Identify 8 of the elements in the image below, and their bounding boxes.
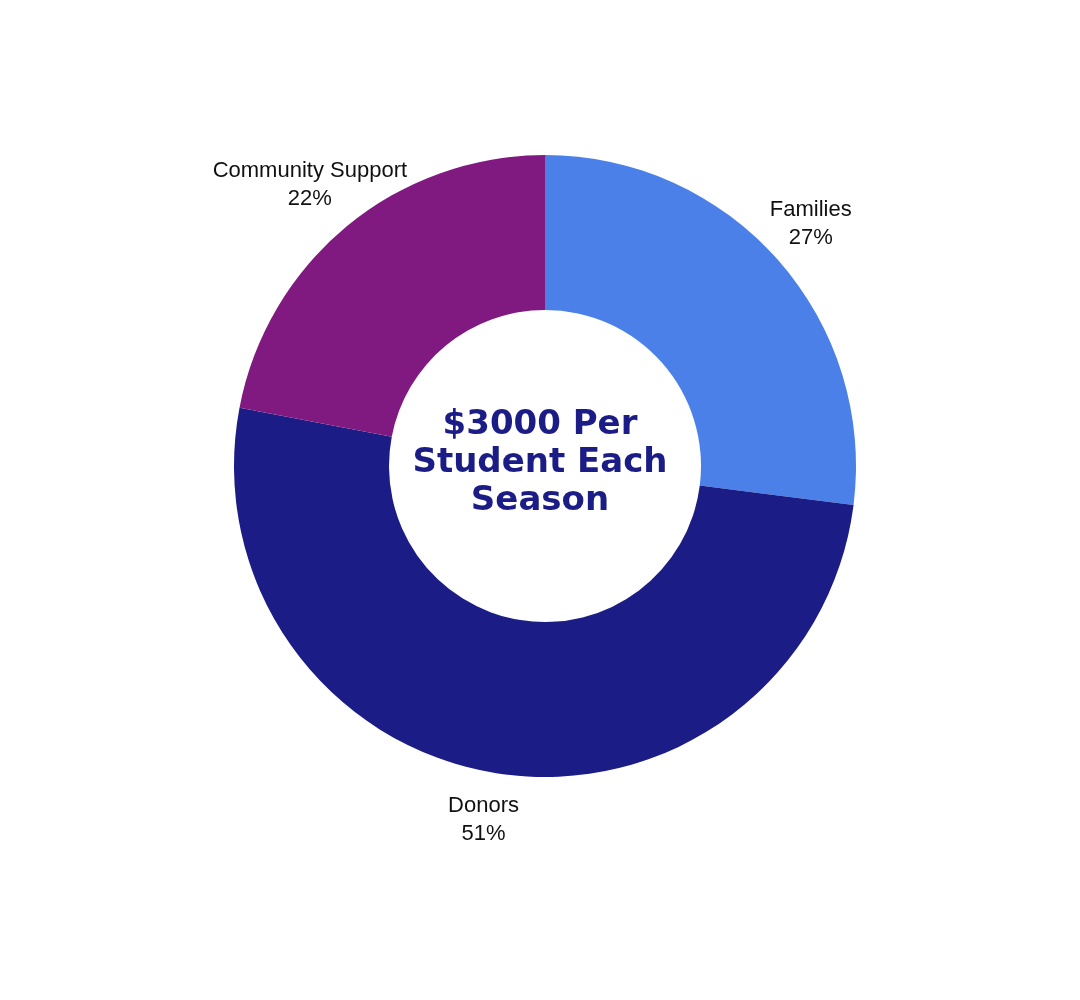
data-label: 51% <box>461 819 506 845</box>
slice-label: Community Support <box>212 156 408 182</box>
slice-label: Donors <box>448 791 519 817</box>
data-label: 27% <box>788 224 833 250</box>
text: $3000 Per Student Each Season <box>411 402 669 518</box>
donut-slice <box>234 407 854 777</box>
slice-label: Families <box>769 196 852 222</box>
data-label: 22% <box>287 184 332 210</box>
